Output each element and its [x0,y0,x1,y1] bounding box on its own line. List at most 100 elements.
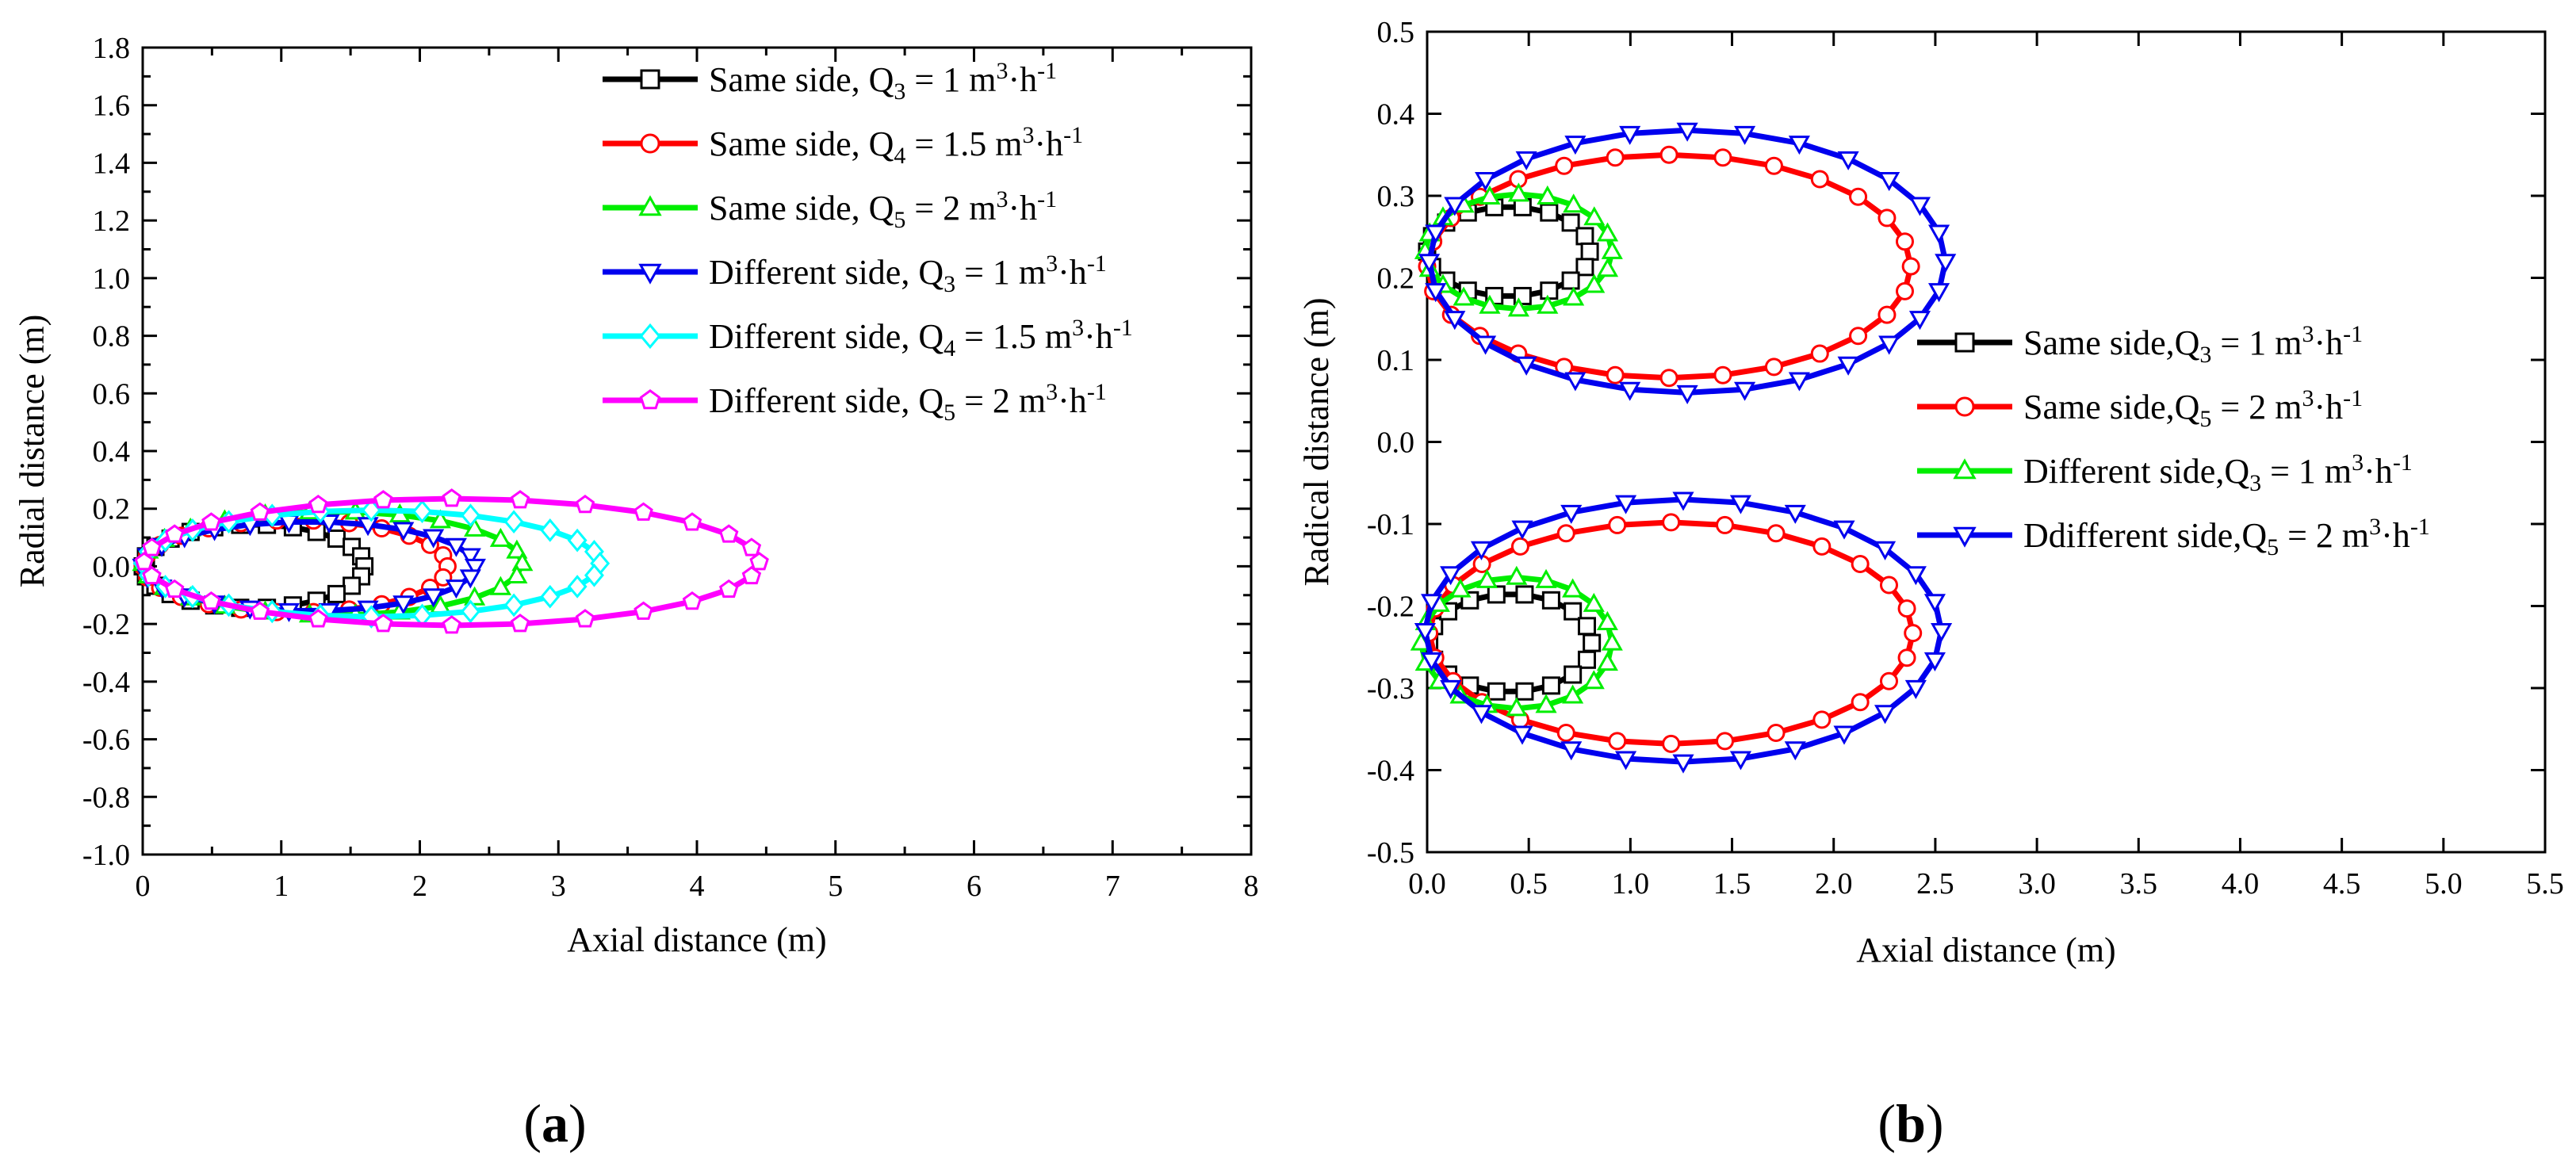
data-point [1555,156,1574,175]
x-tick-label: 4.5 [2323,867,2361,901]
data-point [1511,520,1533,540]
data-point [1540,203,1559,222]
legend-superscript: 3 [1072,315,1084,341]
data-point [460,599,480,624]
data-point [1837,356,1859,376]
series-line [1424,151,1914,381]
legend-subscript: 3 [894,78,905,105]
data-point [1487,585,1506,604]
y-tick-label: -0.3 [1367,672,1414,706]
x-tick-label: 7 [1105,870,1120,903]
data-point [1440,566,1462,586]
data-point [1444,311,1466,331]
data-point [1601,239,1623,259]
data-point [1564,665,1583,684]
legend-entry: Different side, Q4 = 1.5 m3·h-1 [603,315,1133,361]
data-point [1580,242,1599,261]
legend-superscript: -1 [1087,379,1107,405]
chart-panel-a: 0 1 2 3 4 5 6 7 8 -1.0 -0.8 -0.6 -0.4 -0.2 0.0 0.2 0.4 0.… [13,32,1259,959]
legend-subscript: 4 [894,143,905,169]
chart-panel-b: 0.0 0.5 1.0 1.5 2.0 2.5 3.0 3.5 4.0 4.5 5.0 5.5 -0.5… [1297,16,2564,969]
x-tick-label: 5.5 [2526,867,2564,901]
data-point [1810,170,1829,189]
y-tick-label: -0.2 [1367,591,1414,624]
data-point [1619,125,1641,145]
legend-text-part: Same side,Q [2023,388,2200,426]
data-point [1895,281,1914,300]
data-point [308,609,328,628]
x-tick-label: 2.0 [1815,867,1853,901]
x-tick-label: 1 [274,870,289,903]
data-point [682,591,702,610]
data-point [1418,254,1441,273]
data-point [1575,227,1594,246]
legend-text-part: = 2 m [905,189,996,228]
x-tick-label: 8 [1244,870,1259,903]
data-point [464,517,486,537]
data-point [1615,751,1637,771]
legend-superscript: -1 [1037,186,1057,212]
data-point [1812,537,1832,556]
legend-label: Different side, Q3 = 1 m3·h-1 [709,250,1107,297]
data-point [1515,151,1537,170]
data-point [1810,344,1829,363]
legend-label: Same side, Q5 = 2 m3·h-1 [709,186,1057,233]
data-point [575,495,595,514]
data-point [392,595,415,615]
x-tick-label: 0 [136,870,151,903]
legend-label: Different side, Q5 = 2 m3·h-1 [709,379,1107,426]
data-point [741,537,762,556]
x-tick-label: 5.0 [2425,867,2463,901]
x-tick-label: 3.5 [2120,867,2158,901]
legend-text-part: Different side, Q [709,381,944,420]
data-point [318,514,340,534]
data-point [1904,679,1927,699]
data-point [1583,670,1605,690]
x-tick-label: 4 [690,870,705,903]
data-point [327,584,346,603]
data-point [1560,741,1583,761]
y-tick-label: -0.4 [82,666,130,699]
data-point [1601,631,1623,651]
data-point [1476,568,1499,588]
data-point [718,524,739,543]
data-point [1515,682,1534,701]
legend-text-part: ·h [2314,323,2343,362]
data-point [1606,148,1625,167]
y-tick-label: 0.5 [1377,16,1415,49]
data-point [633,502,653,521]
y-tick-label: 0.6 [93,377,131,411]
x-tick-label: 2.5 [1916,867,1954,901]
legend-label: Different side,Q3 = 1 m3·h-1 [2023,449,2413,496]
legend-text-part: ·h [1058,381,1087,420]
data-point [1923,594,1946,614]
y-axis-title: Radial distance (m) [13,315,52,588]
data-point [1672,491,1694,511]
legend-superscript: 3 [1046,250,1058,277]
data-point [1535,694,1557,713]
legend-entry: Same side,Q5 = 2 m3·h-1 [1917,385,2363,432]
data-point [1479,185,1501,205]
y-tick-label: 1.6 [93,90,131,123]
legend-marker [1953,458,1977,480]
legend-superscript: -1 [1037,58,1057,84]
data-point [1556,524,1575,543]
x-tick-label: 3 [551,870,566,903]
data-point [510,614,530,633]
plot-frame [141,46,1253,856]
data-point [459,548,481,568]
data-point [1659,145,1678,164]
panel-label-b: (b) [1877,1093,1943,1153]
legend-text-part: ·h [1008,189,1037,228]
legend-text-part: = 1 m [2211,323,2302,362]
legend-superscript: -1 [2410,514,2430,540]
legend-text-part: = 1 m [955,253,1046,292]
series-1 [1418,197,1602,701]
legend-entry: Same side, Q5 = 2 m3·h-1 [603,186,1057,233]
series-2 [1418,145,1923,753]
data-point [442,488,461,507]
y-tick-label: -0.1 [1367,508,1414,541]
data-point [201,512,221,531]
legend-text-part: Ddifferent side,Q [2023,516,2267,555]
legend-superscript: -1 [2393,449,2413,476]
